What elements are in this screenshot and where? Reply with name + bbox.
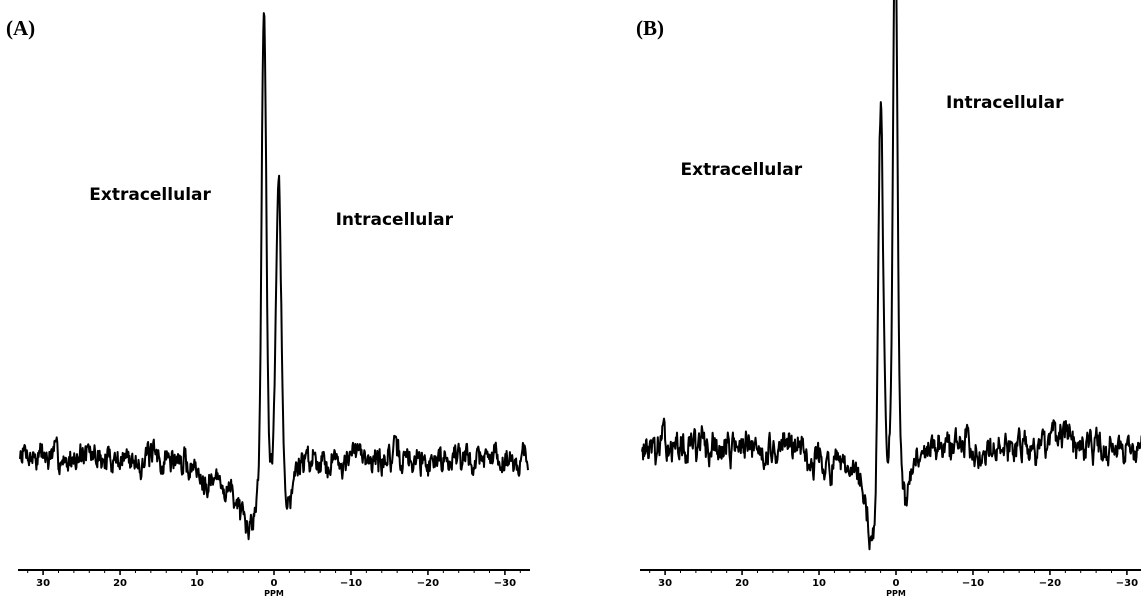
peak-annotation-extracellular: Extracellular [680,160,802,180]
panel-label: (A) [6,16,36,40]
x-tick-label: 20 [735,578,749,589]
spectrum-line [641,0,1141,551]
spectrum-line [19,12,529,541]
x-tick-label: 0 [893,578,900,589]
x-tick-label: −20 [1039,578,1061,589]
x-tick-label: 30 [36,578,50,589]
x-tick-label: 20 [113,578,127,589]
x-axis-title: PPM [264,589,284,598]
peak-annotation-intracellular: Intracellular [336,210,454,230]
x-tick-label: −10 [340,578,362,589]
spectrum-panel-a: (A) 30 20 10 0 −10 −20 −30 PPM Extracellular Intr… [0,0,560,604]
x-tick-label: −10 [962,578,984,589]
peak-annotation-extracellular: Extracellular [89,185,211,205]
x-tick-label: 0 [271,578,278,589]
x-tick-label: 10 [190,578,204,589]
spectrum-panel-b: (B) 30 20 10 0 −10 −20 −30 PPM Extracellular Intr… [610,0,1141,604]
x-tick-label: −30 [1116,578,1138,589]
x-tick-label: 10 [812,578,826,589]
spectrum-plot-b: 30 20 10 0 −10 −20 −30 PPM Extracellular Intracel… [640,0,1141,598]
spectrum-plot-a: 30 20 10 0 −10 −20 −30 PPM Extracellular Intracel… [18,12,530,598]
x-tick-label: −30 [494,578,516,589]
x-tick-label: 30 [658,578,672,589]
peak-annotation-intracellular: Intracellular [946,93,1064,113]
x-tick-label: −20 [417,578,439,589]
panel-label: (B) [636,16,664,40]
x-axis-title: PPM [886,589,906,598]
